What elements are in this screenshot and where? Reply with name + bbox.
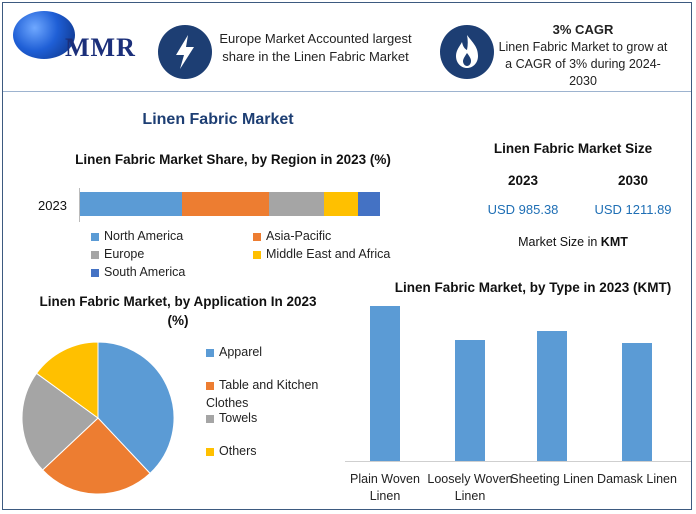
pie-slice-apparel bbox=[97, 341, 175, 475]
region-legend-item-europe: Europe bbox=[91, 247, 144, 261]
globe-logo-icon bbox=[13, 11, 75, 59]
type-bar-plain-woven-linen bbox=[370, 306, 400, 461]
type-chart-title: Linen Fabric Market, by Type in 2023 (KM… bbox=[394, 280, 672, 295]
header-europe-text: Europe Market Accounted largest share in… bbox=[219, 31, 412, 64]
header-divider bbox=[3, 91, 691, 92]
cagr-text: Linen Fabric Market to grow at a CAGR of… bbox=[498, 40, 668, 88]
market-size-note-text: Market Size in bbox=[518, 235, 601, 249]
region-segment-south-america bbox=[358, 192, 380, 216]
application-legend-item-towels: Towels bbox=[206, 409, 331, 427]
legend-swatch bbox=[206, 381, 214, 390]
legend-label: Asia-Pacific bbox=[266, 229, 332, 243]
application-pie-chart bbox=[21, 341, 175, 495]
region-chart-title: Linen Fabric Market Share, by Region in … bbox=[75, 152, 391, 167]
lightning-icon bbox=[158, 25, 212, 79]
application-legend-item-others: Others bbox=[206, 442, 331, 460]
legend-label: Middle East and Africa bbox=[266, 247, 391, 261]
region-axis-line bbox=[79, 188, 80, 222]
type-bar-sheeting-linen bbox=[537, 331, 567, 461]
legend-swatch bbox=[206, 348, 214, 357]
legend-swatch bbox=[91, 232, 99, 241]
legend-label: Towels bbox=[219, 411, 258, 425]
market-size-value-2030: USD 1211.89 bbox=[594, 202, 672, 217]
region-segment-asia-pacific bbox=[182, 192, 269, 216]
region-legend-item-north-america: North America bbox=[91, 229, 183, 243]
type-tick-label-damask-linen: Damask Linen bbox=[597, 472, 677, 486]
pie-slice-table-and-kitchen-clothes bbox=[41, 417, 151, 495]
brand-logo-text: MMR bbox=[65, 33, 136, 62]
page-title: Linen Fabric Market bbox=[142, 111, 294, 128]
region-segment-europe bbox=[268, 192, 325, 216]
type-bar-loosely-woven-linen bbox=[455, 339, 485, 461]
type-tick-label-sheeting-linen: Sheeting Linen bbox=[510, 472, 594, 486]
application-chart-title: Linen Fabric Market, by Application In 2… bbox=[39, 294, 317, 328]
cagr-title: 3% CAGR bbox=[552, 22, 614, 37]
type-chart-axis bbox=[345, 461, 691, 462]
legend-swatch bbox=[91, 250, 99, 259]
market-size-year-2030: 2030 bbox=[617, 173, 649, 188]
market-size-value-2023: USD 985.38 bbox=[487, 202, 559, 217]
region-segment-north-america bbox=[80, 192, 183, 216]
legend-label: Table and Kitchen Clothes bbox=[206, 378, 319, 410]
legend-swatch bbox=[91, 268, 99, 277]
legend-swatch bbox=[206, 447, 214, 456]
legend-label: Apparel bbox=[219, 345, 263, 359]
region-stacked-bar bbox=[80, 192, 380, 216]
region-legend-item-asia-pacific: Asia-Pacific bbox=[253, 229, 331, 243]
type-tick-label-loosely-woven-linen: Loosely Woven Linen bbox=[427, 472, 513, 503]
pie-slice-towels bbox=[21, 372, 99, 471]
market-size-year-2023: 2023 bbox=[507, 173, 539, 188]
legend-label: North America bbox=[104, 229, 184, 243]
infographic-frame: MMR Europe Market Accounted largest shar… bbox=[2, 2, 692, 510]
legend-label: South America bbox=[104, 265, 186, 279]
flame-icon bbox=[440, 25, 494, 79]
application-legend-item-apparel: Apparel bbox=[206, 343, 331, 361]
type-bar-damask-linen bbox=[622, 343, 652, 461]
market-size-note-unit: KMT bbox=[600, 235, 628, 249]
region-segment-middle-east-and-africa bbox=[324, 192, 359, 216]
legend-label: Others bbox=[219, 444, 257, 458]
legend-swatch bbox=[253, 232, 261, 241]
legend-swatch bbox=[206, 414, 214, 423]
region-legend-item-south-america: South America bbox=[91, 265, 185, 279]
type-tick-label-plain-woven-linen: Plain Woven Linen bbox=[350, 472, 420, 503]
pie-slice-others bbox=[35, 341, 99, 419]
application-legend-item-table-and-kitchen-clothes: Table and Kitchen Clothes bbox=[206, 376, 331, 412]
region-category-label: 2023 bbox=[38, 198, 67, 213]
market-size-title: Linen Fabric Market Size bbox=[493, 141, 653, 156]
legend-label: Europe bbox=[104, 247, 145, 261]
region-legend-item-middle-east-and-africa: Middle East and Africa bbox=[253, 247, 390, 261]
market-size-note: Market Size in KMT bbox=[473, 235, 673, 249]
legend-swatch bbox=[253, 250, 261, 259]
